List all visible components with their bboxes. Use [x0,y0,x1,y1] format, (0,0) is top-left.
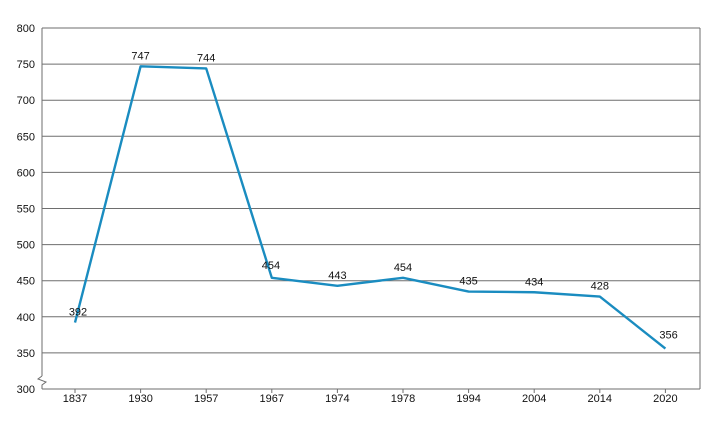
y-tick-label-350: 350 [17,348,35,360]
y-tick-label-700: 700 [17,95,35,107]
x-tick-label-1974: 1974 [325,393,349,405]
data-label-1837: 392 [69,307,87,319]
data-label-1930: 747 [131,50,149,62]
y-tick-label-300: 300 [17,384,35,396]
x-tick-label-1994: 1994 [456,393,480,405]
x-tick-label-2014: 2014 [588,393,612,405]
data-label-2020: 356 [659,330,677,342]
y-tick-label-750: 750 [17,59,35,71]
x-tick-label-1957: 1957 [194,393,218,405]
y-tick-label-800: 800 [17,23,35,35]
y-tick-label-450: 450 [17,276,35,288]
y-tick-label-600: 600 [17,167,35,179]
data-label-1978: 454 [394,262,412,274]
y-axis-break [36,375,48,389]
x-tick-label-2004: 2004 [522,393,546,405]
y-tick-label-400: 400 [17,312,35,324]
data-label-2004: 434 [525,276,543,288]
data-label-2014: 428 [591,281,609,293]
y-tick-label-550: 550 [17,204,35,216]
x-tick-label-2020: 2020 [653,393,677,405]
x-tick-label-1978: 1978 [391,393,415,405]
y-tick-label-500: 500 [17,240,35,252]
x-tick-label-1967: 1967 [260,393,284,405]
x-tick-label-1837: 1837 [63,393,87,405]
data-label-1967: 454 [262,260,280,272]
y-tick-label-650: 650 [17,131,35,143]
x-tick-label-1930: 1930 [128,393,152,405]
series-line [73,65,667,350]
data-label-1974: 443 [328,270,346,282]
data-label-1957: 744 [197,52,215,64]
data-label-1994: 435 [459,276,477,288]
